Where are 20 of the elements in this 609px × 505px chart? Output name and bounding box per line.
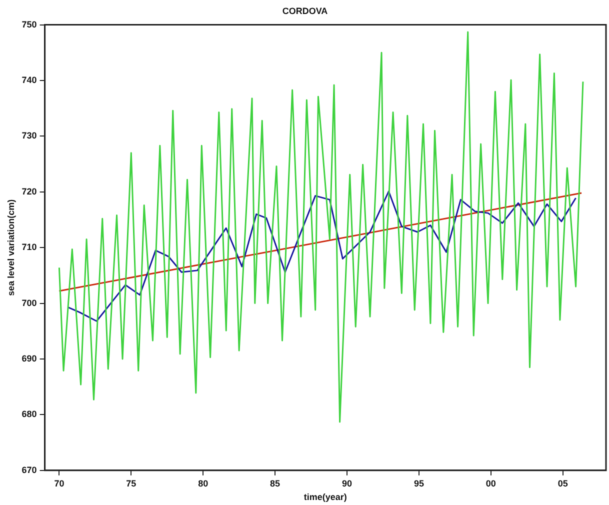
y-tick-label: 710 — [22, 242, 37, 252]
x-tick-label: 00 — [486, 478, 496, 488]
y-axis-title: sea level variation(cm) — [6, 199, 16, 296]
y-tick-label: 670 — [22, 464, 37, 475]
x-tick-label: 85 — [270, 478, 280, 488]
x-tick-label: 90 — [342, 478, 352, 488]
y-tick-label: 700 — [22, 298, 37, 308]
x-tick-label: 95 — [414, 478, 424, 488]
y-tick-label: 690 — [22, 353, 37, 364]
y-tick-label: 750 — [22, 19, 37, 30]
y-tick-label: 720 — [22, 186, 37, 196]
y-tick-label: 740 — [22, 74, 37, 85]
x-tick-label: 80 — [198, 478, 208, 488]
chart-title: CORDOVA — [282, 6, 328, 16]
y-tick-label: 730 — [22, 130, 37, 141]
x-tick-label: 05 — [558, 478, 568, 488]
y-tick-label: 680 — [22, 409, 37, 420]
x-axis-title: time(year) — [304, 492, 347, 502]
x-tick-label: 70 — [54, 478, 64, 488]
x-tick-label: 75 — [126, 478, 136, 488]
